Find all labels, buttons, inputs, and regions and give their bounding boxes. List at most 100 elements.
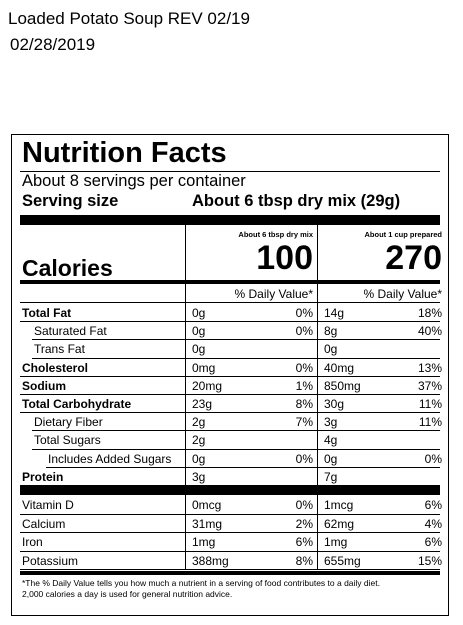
column-divider (185, 357, 186, 376)
row-divider (20, 569, 440, 570)
revision-date: 02/28/2019 (10, 35, 96, 54)
row-divider (20, 532, 440, 533)
amount-prepared: 7g (324, 469, 338, 484)
amount-prepared: 655mg (324, 553, 361, 568)
serving-size-label: Serving size (22, 192, 119, 210)
percent-prepared: 0% (424, 451, 442, 466)
percent-dry-mix: 0% (295, 498, 313, 512)
amount-dry-mix: 0mg (192, 360, 216, 375)
amount-dry-mix: 1mg (192, 535, 216, 549)
column-divider (317, 495, 318, 514)
amount-dry-mix: 0g (192, 451, 206, 466)
column-heading-dry-mix: About 6 tbsp dry mix (238, 230, 313, 239)
footnote: *The % Daily Value tells you how much a … (22, 578, 380, 588)
column-divider (185, 466, 186, 485)
percent-dry-mix: 8% (295, 553, 313, 568)
column-divider (317, 321, 318, 340)
column-heading-prepared: About 1 cup prepared (364, 230, 442, 239)
calories-dry-mix: 100 (256, 239, 313, 277)
nutrient-name: Protein (22, 469, 64, 484)
amount-prepared: 62mg (324, 516, 355, 531)
nutrient-name: Total Sugars (34, 433, 101, 448)
amount-prepared: 14g (324, 306, 345, 320)
column-divider (317, 225, 318, 311)
amount-dry-mix: 0g (192, 324, 206, 339)
row-divider (20, 412, 440, 414)
percent-prepared: 15% (417, 553, 442, 568)
percent-prepared: 4% (424, 516, 442, 531)
amount-prepared: 850mg (324, 378, 361, 393)
row-divider (32, 430, 440, 432)
row-divider (20, 375, 440, 377)
amount-prepared: 30g (324, 397, 345, 411)
amount-prepared: 0g (324, 342, 338, 357)
row-divider (32, 448, 440, 450)
column-divider (185, 495, 186, 514)
amount-dry-mix: 20mg (192, 378, 223, 393)
row-divider (46, 466, 440, 468)
nutrient-name: Calcium (22, 516, 66, 531)
nutrient-name: Trans Fat (34, 342, 85, 357)
percent-dry-mix: 8% (295, 397, 313, 411)
percent-prepared: 6% (424, 498, 442, 512)
nutrient-name: Iron (22, 535, 43, 549)
vitamin-rows: Vitamin D 0mcg 0% 1mcg 6% Calcium 31mg 2% 62mg 4%… (12, 135, 448, 615)
amount-dry-mix: 3g (192, 469, 206, 484)
thick-divider (20, 215, 440, 225)
product-title: Loaded Potato Soup REV 02/19 (8, 9, 250, 28)
percent-prepared: 40% (417, 324, 442, 339)
percent-prepared: 6% (424, 535, 442, 549)
column-divider (317, 466, 318, 485)
amount-prepared: 40mg (324, 360, 355, 375)
column-divider (317, 513, 318, 532)
amount-prepared: 4g (324, 433, 338, 448)
row-divider (20, 513, 440, 515)
panel-title: Nutrition Facts (22, 137, 227, 169)
nutrient-name: Dietary Fiber (34, 415, 103, 430)
column-divider (185, 225, 186, 311)
percent-dry-mix: 2% (295, 516, 313, 531)
nutrient-name: Sodium (22, 378, 66, 393)
column-divider (317, 303, 318, 322)
nutrition-facts-panel: Nutrition Facts About 8 servings per con… (11, 134, 449, 616)
nutrient-name: Vitamin D (22, 498, 74, 512)
amount-dry-mix: 23g (192, 397, 213, 411)
nutrient-rows: Total Fat 0g 0% 14g 18% Saturated Fat 0g 0% 8g 40… (12, 135, 448, 615)
percent-prepared: 18% (417, 306, 442, 320)
percent-dry-mix: 7% (295, 415, 313, 430)
column-divider (317, 550, 318, 569)
percent-prepared: 37% (417, 378, 442, 393)
percent-dry-mix: 1% (295, 378, 313, 393)
serving-size-value: About 6 tbsp dry mix (29g) (192, 192, 401, 210)
amount-prepared: 0g (324, 451, 338, 466)
column-divider (185, 375, 186, 394)
amount-dry-mix: 31mg (192, 516, 223, 531)
nutrient-name: Cholesterol (22, 360, 89, 375)
calories-label: Calories (22, 255, 113, 281)
amount-prepared: 1mg (324, 535, 348, 549)
column-divider (185, 513, 186, 532)
daily-value-heading: % Daily Value* (234, 287, 313, 301)
nutrient-name: Saturated Fat (34, 324, 107, 339)
percent-prepared: 13% (417, 360, 442, 375)
row-divider (32, 339, 440, 341)
column-divider (317, 532, 318, 551)
amount-prepared: 1mcg (324, 498, 354, 512)
percent-dry-mix: 0% (295, 451, 313, 466)
column-divider (185, 412, 186, 431)
divider (20, 171, 440, 172)
amount-prepared: 3g (324, 415, 338, 430)
column-divider (317, 430, 318, 449)
amount-dry-mix: 388mg (192, 553, 229, 568)
column-divider (317, 394, 318, 413)
column-divider (317, 375, 318, 394)
percent-prepared: 11% (418, 415, 442, 430)
amount-dry-mix: 2g (192, 415, 206, 430)
percent-dry-mix: 6% (295, 535, 313, 549)
percent-dry-mix: 0% (295, 306, 313, 320)
medium-divider (20, 280, 440, 284)
amount-dry-mix: 0g (192, 306, 206, 320)
column-divider (185, 303, 186, 322)
column-divider (317, 339, 318, 358)
percent-dry-mix: 0% (295, 324, 313, 339)
